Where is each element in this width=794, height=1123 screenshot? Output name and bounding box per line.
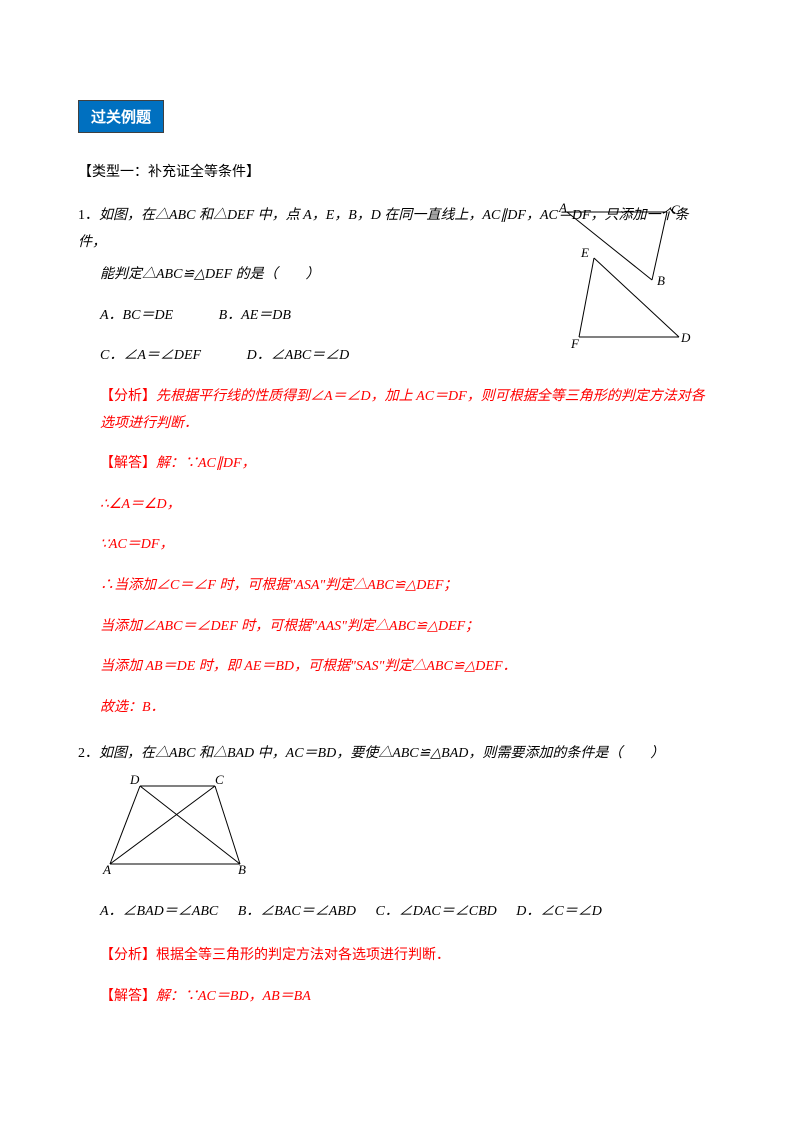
solve-line: 当添加 AB＝DE 时，即 AE＝BD，可根据"SAS"判定△ABC≌△DEF． — [100, 654, 716, 681]
problem-2-analysis: 【分析】根据全等三角形的判定方法对各选项进行判断． 【解答】解：∵AC＝BD，A… — [78, 943, 716, 1010]
solve-line: ∴当添加∠C＝∠F 时，可根据"ASA"判定△ABC≌△DEF； — [100, 573, 716, 600]
analysis-label: 【分析】 — [100, 948, 156, 963]
option-b: B．AE＝DB — [219, 303, 291, 330]
solve-label: 【解答】 — [100, 989, 156, 1004]
label-b: B — [238, 862, 246, 874]
option-a: A．∠BAD＝∠ABC — [100, 899, 218, 926]
solve-line: ∵AC＝DF， — [100, 532, 716, 559]
label-d: D — [680, 330, 691, 345]
label-d: D — [129, 774, 140, 787]
option-d: D．∠C＝∠D — [516, 899, 602, 926]
problem-2: 2．如图，在△ABC 和△BAD 中，AC＝BD，要使△ABC≌△BAD，则需要… — [78, 741, 716, 1010]
problem-2-text: 2．如图，在△ABC 和△BAD 中，AC＝BD，要使△ABC≌△BAD，则需要… — [78, 741, 716, 768]
label-a: A — [558, 202, 567, 215]
option-b: B．∠BAC＝∠ABD — [238, 899, 356, 926]
problem-content: 如图，在△ABC 和△BAD 中，AC＝BD，要使△ABC≌△BAD，则需要添加… — [99, 746, 664, 761]
problem-2-options: A．∠BAD＝∠ABC B．∠BAC＝∠ABD C．∠DAC＝∠CBD D．∠C… — [78, 899, 716, 926]
solve-label: 【解答】 — [100, 456, 156, 471]
category-title: 【类型一：补充证全等条件】 — [78, 161, 716, 181]
label-c: C — [215, 774, 224, 787]
option-a: A．BC＝DE — [100, 303, 173, 330]
analysis-label: 【分析】 — [100, 389, 156, 404]
problem-1-analysis: 【分析】先根据平行线的性质得到∠A＝∠D，加上 AC＝DF，则可根据全等三角形的… — [78, 384, 716, 721]
solve-line: ∴∠A＝∠D， — [100, 492, 716, 519]
option-c: C．∠DAC＝∠CBD — [375, 899, 496, 926]
solve-line: 解：∵AC＝BD，AB＝BA — [156, 989, 311, 1004]
label-a: A — [102, 862, 111, 874]
analysis-content: 根据全等三角形的判定方法对各选项进行判断． — [156, 948, 450, 963]
figure-2: A B C D — [100, 774, 716, 885]
problem-number: 1． — [78, 208, 99, 223]
problem-number: 2． — [78, 746, 99, 761]
solve-line: 当添加∠ABC＝∠DEF 时，可根据"AAS"判定△ABC≌△DEF； — [100, 614, 716, 641]
label-e: E — [580, 245, 589, 260]
solve-line: 解：∵AC∥DF， — [156, 456, 256, 471]
option-c: C．∠A＝∠DEF — [100, 343, 201, 370]
label-b: B — [657, 273, 665, 288]
label-f: F — [570, 336, 580, 351]
solve-line: 故选：B． — [100, 695, 716, 722]
figure-1: A C E B F D — [549, 202, 699, 357]
section-header: 过关例题 — [78, 100, 164, 133]
option-d: D．∠ABC＝∠D — [247, 343, 350, 370]
label-c: C — [671, 202, 680, 217]
analysis-content: 先根据平行线的性质得到∠A＝∠D，加上 AC＝DF，则可根据全等三角形的判定方法… — [100, 389, 705, 431]
